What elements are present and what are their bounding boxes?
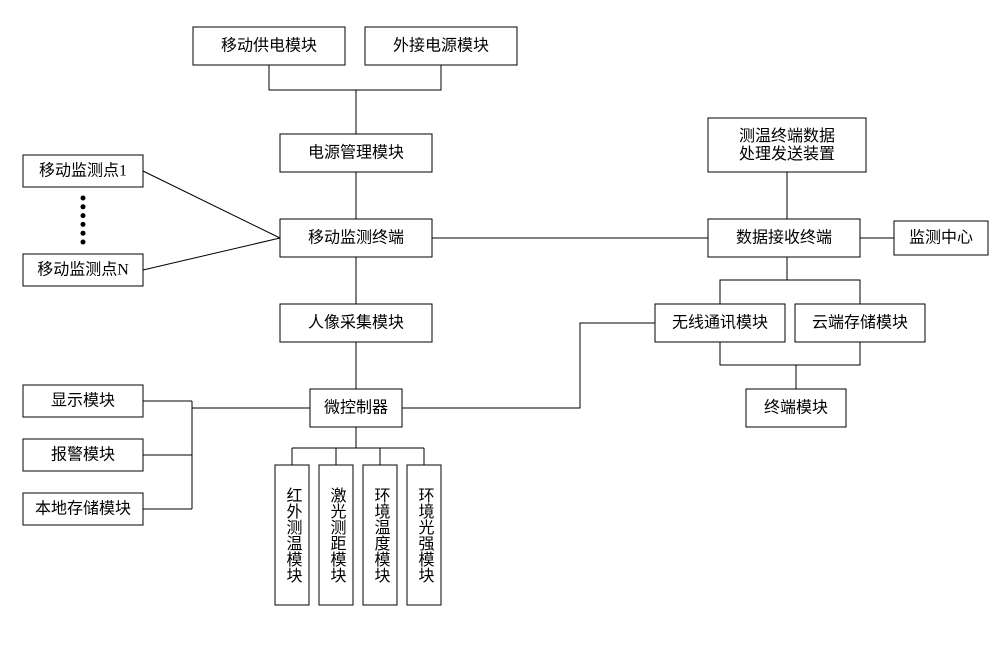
node-s_env_temp: 环境温度模块 bbox=[363, 465, 397, 605]
node-mp_1: 移动监测点1 bbox=[23, 155, 143, 187]
node-data_recv: 数据接收终端 bbox=[708, 219, 860, 257]
node-wireless: 无线通讯模块 bbox=[655, 304, 785, 342]
edge-wireless-down bbox=[720, 342, 787, 365]
node-mobile_terminal: 移动监测终端 bbox=[280, 219, 432, 257]
svg-text:终端模块: 终端模块 bbox=[764, 399, 828, 417]
ellipsis-dot bbox=[81, 231, 86, 236]
svg-text:报警模块: 报警模块 bbox=[51, 446, 115, 464]
ellipsis-dot bbox=[81, 213, 86, 218]
svg-text:移动供电模块: 移动供电模块 bbox=[221, 37, 317, 55]
diagram-canvas: 移动供电模块 外接电源模块电源管理模块移动监测点1 移动监测点N 移动监测终端 测温终端… bbox=[0, 0, 1000, 646]
node-portrait: 人像采集模块 bbox=[280, 304, 432, 342]
node-terminal_mod: 终端模块 bbox=[746, 389, 846, 427]
edge-wireless-to-mcu bbox=[402, 323, 655, 408]
svg-text:无线通讯模块: 无线通讯模块 bbox=[672, 314, 768, 332]
svg-text:红外测温模块: 红外测温模块 bbox=[284, 487, 303, 583]
svg-text:激光测距模块: 激光测距模块 bbox=[328, 487, 347, 583]
svg-text:电源管理模块: 电源管理模块 bbox=[308, 144, 404, 162]
node-external_power: 外接电源模块 bbox=[365, 27, 517, 65]
edge-datarecv-to-wireless-l bbox=[720, 257, 787, 304]
node-temp_device: 测温终端数据处理发送装置 bbox=[708, 118, 866, 172]
ellipsis-dot bbox=[81, 240, 86, 245]
svg-text:本地存储模块: 本地存储模块 bbox=[35, 500, 131, 518]
svg-text:微控制器: 微控制器 bbox=[324, 399, 388, 417]
ellipsis-dot bbox=[81, 222, 86, 227]
node-mcu: 微控制器 bbox=[310, 389, 402, 427]
svg-text:环境光强模块: 环境光强模块 bbox=[416, 487, 435, 583]
node-mobile_power: 移动供电模块 bbox=[193, 27, 345, 65]
ellipsis-dot bbox=[81, 196, 86, 201]
svg-text:监测中心: 监测中心 bbox=[909, 229, 973, 247]
svg-text:移动监测点N: 移动监测点N bbox=[37, 261, 129, 279]
node-local_store: 本地存储模块 bbox=[23, 493, 143, 525]
svg-text:环境温度模块: 环境温度模块 bbox=[372, 487, 391, 583]
svg-text:移动监测终端: 移动监测终端 bbox=[308, 229, 404, 247]
svg-text:显示模块: 显示模块 bbox=[51, 392, 115, 410]
node-cloud: 云端存储模块 bbox=[795, 304, 925, 342]
svg-text:云端存储模块: 云端存储模块 bbox=[812, 314, 908, 332]
edge-power-bracket bbox=[269, 65, 441, 90]
svg-text:人像采集模块: 人像采集模块 bbox=[308, 314, 404, 332]
edge-cloud-down bbox=[787, 342, 860, 365]
edge-mp1-to-mobileterm bbox=[143, 171, 280, 238]
svg-text:数据接收终端: 数据接收终端 bbox=[736, 229, 832, 247]
node-power_mgmt: 电源管理模块 bbox=[280, 134, 432, 172]
node-s_env_light: 环境光强模块 bbox=[407, 465, 441, 605]
svg-text:外接电源模块: 外接电源模块 bbox=[393, 37, 489, 55]
node-s_laser: 激光测距模块 bbox=[319, 465, 353, 605]
edge-datarecv-to-cloud-r bbox=[787, 280, 860, 304]
node-monitor_center: 监测中心 bbox=[894, 221, 988, 255]
edge-mpn-to-mobileterm bbox=[143, 238, 280, 270]
ellipsis-dot bbox=[81, 204, 86, 209]
node-s_ir: 红外测温模块 bbox=[275, 465, 309, 605]
svg-text:移动监测点1: 移动监测点1 bbox=[39, 162, 127, 180]
node-mp_n: 移动监测点N bbox=[23, 254, 143, 286]
node-alarm: 报警模块 bbox=[23, 439, 143, 471]
node-display: 显示模块 bbox=[23, 385, 143, 417]
